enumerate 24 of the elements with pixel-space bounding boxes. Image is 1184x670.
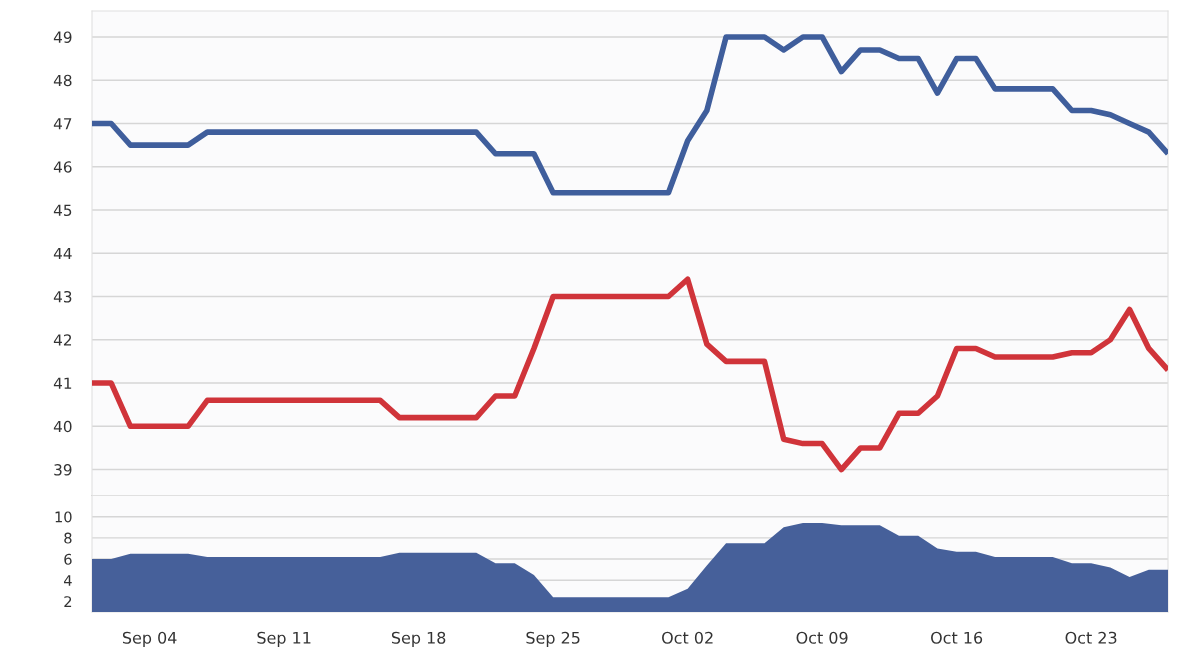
x-tick-label: Sep 11	[257, 631, 311, 647]
x-tick-label: Sep 04	[122, 631, 177, 647]
y-tick-label: 49	[53, 31, 72, 43]
y-tick-label: 45	[53, 204, 72, 217]
y-tick-label: 43	[53, 290, 72, 303]
y-tick-label: 42	[53, 334, 72, 346]
x-tick-label: Sep 18	[391, 631, 446, 647]
y-tick-label: 41	[53, 377, 72, 389]
x-tick-label: Sep 25	[526, 631, 580, 647]
x-tick-label: Oct 23	[1065, 631, 1117, 644]
y-tick-label: 48	[53, 74, 72, 87]
y-tick-label: 44	[53, 247, 72, 260]
y-tick-label: 4	[63, 575, 72, 586]
y-tick-label: 8	[64, 532, 72, 544]
y-tick-label: 39	[54, 464, 72, 476]
y-tick-label: 40	[53, 420, 72, 433]
x-tick-label: Oct 02	[662, 631, 713, 644]
x-tick-label: Oct 16	[931, 631, 983, 644]
y-tick-label: 6	[64, 553, 72, 565]
y-tick-label: 10	[55, 511, 72, 523]
y-tick-label: 46	[53, 161, 72, 173]
y-tick-label: 47	[53, 118, 72, 130]
x-tick-label: Oct 09	[796, 631, 848, 644]
y-tick-label: 2	[64, 596, 72, 607]
